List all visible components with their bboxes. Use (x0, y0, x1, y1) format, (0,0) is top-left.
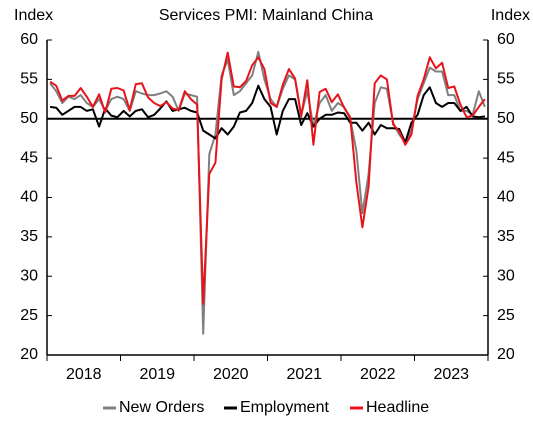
y-tick-label: 25 (20, 307, 38, 324)
x-tick-label: 2018 (66, 366, 102, 383)
x-tick-label: 2023 (433, 366, 469, 383)
y-axis-label: Index (14, 7, 53, 24)
series-line (49, 50, 486, 335)
y2-tick-label: 35 (497, 228, 515, 245)
x-tick-label: 2022 (360, 366, 396, 383)
series-line (49, 84, 486, 144)
y2-tick-label: 40 (497, 189, 515, 206)
series-line (49, 51, 486, 305)
y-tick-label: 30 (20, 267, 38, 284)
y2-tick-label: 45 (497, 149, 515, 166)
y2-tick-label: 30 (497, 267, 515, 284)
y2-axis-label: Index (491, 7, 530, 24)
y-tick-label: 40 (20, 189, 38, 206)
x-tick-label: 2019 (139, 366, 175, 383)
x-tick-label: 2020 (213, 366, 249, 383)
legend-label: New Orders (119, 399, 204, 416)
y2-tick-label: 20 (497, 346, 515, 363)
y-tick-label: 45 (20, 149, 38, 166)
legend-label: Employment (240, 399, 329, 416)
x-tick-label: 2021 (286, 366, 322, 383)
y-tick-label: 60 (20, 31, 38, 48)
y-tick-label: 55 (20, 71, 38, 88)
chart-title: Services PMI: Mainland China (159, 7, 373, 24)
y2-tick-label: 60 (497, 31, 515, 48)
y2-tick-label: 25 (497, 307, 515, 324)
y2-tick-label: 50 (497, 110, 515, 127)
y-tick-label: 35 (20, 228, 38, 245)
legend-label: Headline (366, 399, 429, 416)
y-tick-label: 20 (20, 346, 38, 363)
y2-tick-label: 55 (497, 71, 515, 88)
y-tick-label: 50 (20, 110, 38, 127)
